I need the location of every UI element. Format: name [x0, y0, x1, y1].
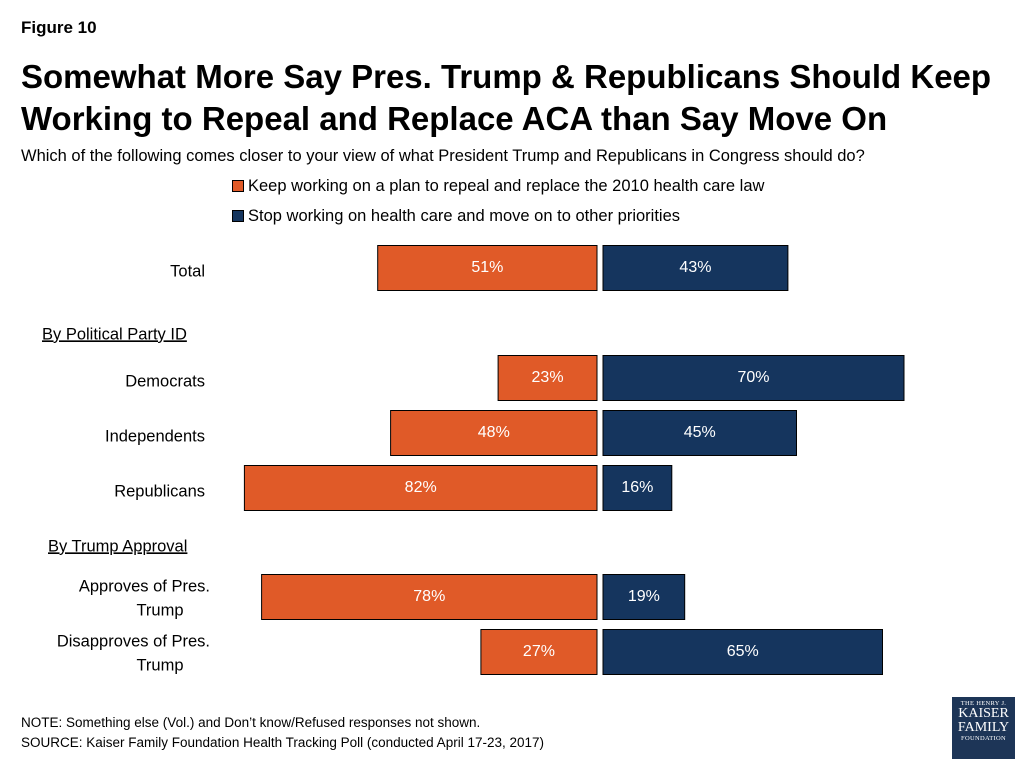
- data-label-stop: 65%: [727, 643, 759, 660]
- category-label: Republicans: [114, 482, 205, 500]
- category-label: Trump: [136, 601, 183, 619]
- chart-title: Somewhat More Say Pres. Trump & Republic…: [21, 58, 992, 137]
- group-header: By Trump Approval: [48, 537, 187, 555]
- legend-swatch-stop: [232, 210, 244, 222]
- data-label-keep: 23%: [532, 369, 564, 386]
- bar-keep: [497, 355, 598, 401]
- bar-stop: [602, 245, 789, 291]
- legend-item-stop: Stop working on health care and move on …: [232, 206, 764, 226]
- data-label-keep: 48%: [478, 424, 510, 441]
- kff-logo: THE HENRY J. KAISER FAMILY FOUNDATION: [952, 697, 1015, 759]
- chart-subtitle: Which of the following comes closer to y…: [21, 147, 865, 165]
- legend-label-stop: Stop working on health care and move on …: [248, 206, 680, 225]
- category-label: Democrats: [125, 372, 205, 390]
- bar-stop: [602, 410, 797, 456]
- bar-keep: [377, 245, 598, 291]
- figure-label: Figure 10: [21, 18, 97, 37]
- data-label-keep: 82%: [405, 479, 437, 496]
- group-header: By Political Party ID: [42, 325, 187, 343]
- logo-line-3: FAMILY: [957, 720, 1010, 735]
- legend-item-keep: Keep working on a plan to repeal and rep…: [232, 176, 764, 196]
- source-text: SOURCE: Kaiser Family Foundation Health …: [21, 735, 544, 750]
- category-label: Approves of Pres.: [79, 577, 210, 595]
- data-label-keep: 51%: [471, 259, 503, 276]
- logo-line-1: THE HENRY J.: [960, 700, 1007, 707]
- data-label-stop: 45%: [684, 424, 716, 441]
- bar-stop: [602, 574, 686, 620]
- category-label: Independents: [105, 427, 205, 445]
- bar-keep: [390, 410, 598, 456]
- bar-keep: [261, 574, 598, 620]
- bar-keep: [243, 465, 598, 511]
- diverging-bar-chart: By Political Party ID By Trump Approval To…: [42, 245, 905, 675]
- data-label-stop: 43%: [679, 259, 711, 276]
- legend-swatch-keep: [232, 180, 244, 192]
- category-label: Trump: [136, 656, 183, 674]
- bar-stop: [602, 629, 883, 675]
- legend-label-keep: Keep working on a plan to repeal and rep…: [248, 176, 765, 195]
- bar-stop: [602, 465, 673, 511]
- logo-line-2: KAISER: [958, 706, 1009, 721]
- legend: Keep working on a plan to repeal and rep…: [232, 176, 764, 236]
- logo-line-4: FOUNDATION: [961, 735, 1006, 742]
- note-text: NOTE: Something else (Vol.) and Don’t kn…: [21, 715, 481, 730]
- bar-stop: [602, 355, 905, 401]
- category-label: Disapproves of Pres.: [57, 632, 210, 650]
- bar-keep: [480, 629, 598, 675]
- data-label-stop: 19%: [628, 588, 660, 605]
- data-label-stop: 70%: [737, 369, 769, 386]
- data-label-keep: 78%: [413, 588, 445, 605]
- data-label-keep: 27%: [523, 643, 555, 660]
- category-label: Total: [170, 262, 205, 280]
- data-label-stop: 16%: [621, 479, 653, 496]
